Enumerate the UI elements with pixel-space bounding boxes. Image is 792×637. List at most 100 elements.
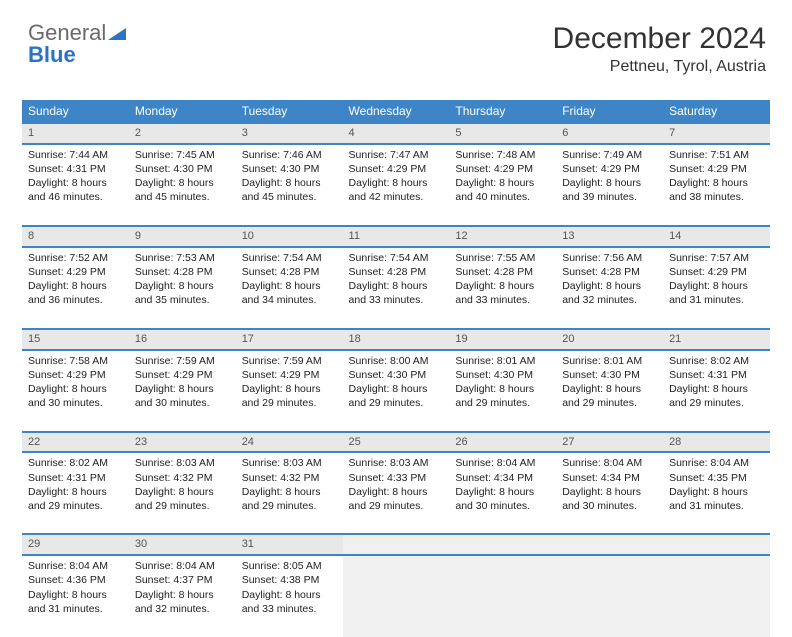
day-d1: Daylight: 8 hours — [455, 382, 550, 396]
title-block: December 2024 Pettneu, Tyrol, Austria — [553, 22, 766, 76]
day-d2: and 29 minutes. — [349, 396, 444, 410]
day-sr: Sunrise: 7:57 AM — [669, 251, 764, 265]
day-detail-cell: Sunrise: 7:51 AMSunset: 4:29 PMDaylight:… — [663, 144, 770, 226]
day-sr: Sunrise: 7:46 AM — [242, 148, 337, 162]
day-detail-cell: Sunrise: 8:03 AMSunset: 4:32 PMDaylight:… — [129, 452, 236, 534]
day-ss: Sunset: 4:30 PM — [135, 162, 230, 176]
day-d2: and 29 minutes. — [562, 396, 657, 410]
day-sr: Sunrise: 8:03 AM — [242, 456, 337, 470]
day-ss: Sunset: 4:29 PM — [562, 162, 657, 176]
weekday-header: Monday — [129, 100, 236, 123]
weekday-header-row: Sunday Monday Tuesday Wednesday Thursday… — [22, 100, 770, 123]
logo: General Blue — [28, 22, 126, 66]
detail-row: Sunrise: 7:44 AMSunset: 4:31 PMDaylight:… — [22, 144, 770, 226]
day-ss: Sunset: 4:31 PM — [28, 162, 123, 176]
day-d1: Daylight: 8 hours — [28, 279, 123, 293]
day-d1: Daylight: 8 hours — [135, 485, 230, 499]
day-d1: Daylight: 8 hours — [349, 176, 444, 190]
day-sr: Sunrise: 7:58 AM — [28, 354, 123, 368]
day-detail-cell: Sunrise: 8:04 AMSunset: 4:34 PMDaylight:… — [449, 452, 556, 534]
day-sr: Sunrise: 8:03 AM — [349, 456, 444, 470]
day-d1: Daylight: 8 hours — [242, 485, 337, 499]
day-number-cell: 8 — [22, 226, 129, 247]
day-number-cell: 2 — [129, 123, 236, 144]
day-d1: Daylight: 8 hours — [28, 485, 123, 499]
logo-triangle-icon — [108, 22, 126, 44]
day-ss: Sunset: 4:31 PM — [669, 368, 764, 382]
day-sr: Sunrise: 7:56 AM — [562, 251, 657, 265]
logo-text-2: Blue — [28, 42, 76, 67]
day-d1: Daylight: 8 hours — [349, 485, 444, 499]
weekday-header: Wednesday — [343, 100, 450, 123]
detail-row: Sunrise: 8:04 AMSunset: 4:36 PMDaylight:… — [22, 555, 770, 637]
day-ss: Sunset: 4:30 PM — [562, 368, 657, 382]
day-ss: Sunset: 4:33 PM — [349, 471, 444, 485]
day-number-cell: 31 — [236, 534, 343, 555]
day-d1: Daylight: 8 hours — [349, 279, 444, 293]
day-detail-cell: Sunrise: 8:04 AMSunset: 4:37 PMDaylight:… — [129, 555, 236, 637]
day-sr: Sunrise: 8:02 AM — [28, 456, 123, 470]
day-number-cell: 19 — [449, 329, 556, 350]
day-number-cell — [556, 534, 663, 555]
day-d1: Daylight: 8 hours — [135, 588, 230, 602]
day-d2: and 40 minutes. — [455, 190, 550, 204]
day-detail-cell: Sunrise: 7:44 AMSunset: 4:31 PMDaylight:… — [22, 144, 129, 226]
calendar-table: Sunday Monday Tuesday Wednesday Thursday… — [22, 100, 770, 637]
day-d1: Daylight: 8 hours — [669, 279, 764, 293]
day-sr: Sunrise: 8:02 AM — [669, 354, 764, 368]
day-d1: Daylight: 8 hours — [455, 176, 550, 190]
day-d2: and 29 minutes. — [669, 396, 764, 410]
daynum-row: 891011121314 — [22, 226, 770, 247]
day-d2: and 31 minutes. — [669, 293, 764, 307]
day-ss: Sunset: 4:28 PM — [349, 265, 444, 279]
day-number-cell: 13 — [556, 226, 663, 247]
day-detail-cell: Sunrise: 7:46 AMSunset: 4:30 PMDaylight:… — [236, 144, 343, 226]
day-detail-cell: Sunrise: 8:04 AMSunset: 4:36 PMDaylight:… — [22, 555, 129, 637]
day-d2: and 30 minutes. — [28, 396, 123, 410]
day-sr: Sunrise: 7:45 AM — [135, 148, 230, 162]
day-detail-cell: Sunrise: 7:47 AMSunset: 4:29 PMDaylight:… — [343, 144, 450, 226]
day-number-cell: 10 — [236, 226, 343, 247]
day-ss: Sunset: 4:35 PM — [669, 471, 764, 485]
day-detail-cell: Sunrise: 7:45 AMSunset: 4:30 PMDaylight:… — [129, 144, 236, 226]
day-d1: Daylight: 8 hours — [242, 382, 337, 396]
day-number-cell: 9 — [129, 226, 236, 247]
day-ss: Sunset: 4:32 PM — [242, 471, 337, 485]
day-d1: Daylight: 8 hours — [455, 485, 550, 499]
day-d2: and 30 minutes. — [135, 396, 230, 410]
day-d2: and 33 minutes. — [455, 293, 550, 307]
day-sr: Sunrise: 7:51 AM — [669, 148, 764, 162]
day-detail-cell: Sunrise: 8:02 AMSunset: 4:31 PMDaylight:… — [663, 350, 770, 432]
daynum-row: 293031 — [22, 534, 770, 555]
day-d2: and 29 minutes. — [28, 499, 123, 513]
day-d2: and 31 minutes. — [28, 602, 123, 616]
day-number-cell: 15 — [22, 329, 129, 350]
day-ss: Sunset: 4:29 PM — [28, 265, 123, 279]
day-sr: Sunrise: 7:53 AM — [135, 251, 230, 265]
day-sr: Sunrise: 7:47 AM — [349, 148, 444, 162]
day-number-cell: 18 — [343, 329, 450, 350]
day-ss: Sunset: 4:29 PM — [135, 368, 230, 382]
day-d2: and 45 minutes. — [242, 190, 337, 204]
day-detail-cell: Sunrise: 8:01 AMSunset: 4:30 PMDaylight:… — [449, 350, 556, 432]
day-d1: Daylight: 8 hours — [562, 382, 657, 396]
day-d2: and 42 minutes. — [349, 190, 444, 204]
day-d2: and 30 minutes. — [455, 499, 550, 513]
day-detail-cell: Sunrise: 7:57 AMSunset: 4:29 PMDaylight:… — [663, 247, 770, 329]
day-d1: Daylight: 8 hours — [242, 588, 337, 602]
day-d2: and 46 minutes. — [28, 190, 123, 204]
day-sr: Sunrise: 8:03 AM — [135, 456, 230, 470]
day-detail-cell: Sunrise: 7:48 AMSunset: 4:29 PMDaylight:… — [449, 144, 556, 226]
daynum-row: 1234567 — [22, 123, 770, 144]
day-sr: Sunrise: 8:04 AM — [28, 559, 123, 573]
day-ss: Sunset: 4:28 PM — [135, 265, 230, 279]
day-ss: Sunset: 4:34 PM — [562, 471, 657, 485]
day-ss: Sunset: 4:29 PM — [669, 162, 764, 176]
day-d2: and 29 minutes. — [135, 499, 230, 513]
day-d2: and 29 minutes. — [242, 499, 337, 513]
day-ss: Sunset: 4:34 PM — [455, 471, 550, 485]
day-sr: Sunrise: 7:55 AM — [455, 251, 550, 265]
detail-row: Sunrise: 8:02 AMSunset: 4:31 PMDaylight:… — [22, 452, 770, 534]
day-detail-cell: Sunrise: 7:56 AMSunset: 4:28 PMDaylight:… — [556, 247, 663, 329]
day-d1: Daylight: 8 hours — [669, 485, 764, 499]
